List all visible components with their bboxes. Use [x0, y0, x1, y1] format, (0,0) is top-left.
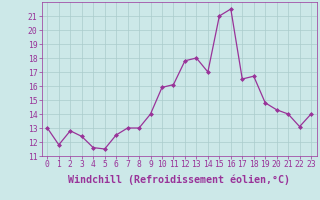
X-axis label: Windchill (Refroidissement éolien,°C): Windchill (Refroidissement éolien,°C) — [68, 175, 290, 185]
